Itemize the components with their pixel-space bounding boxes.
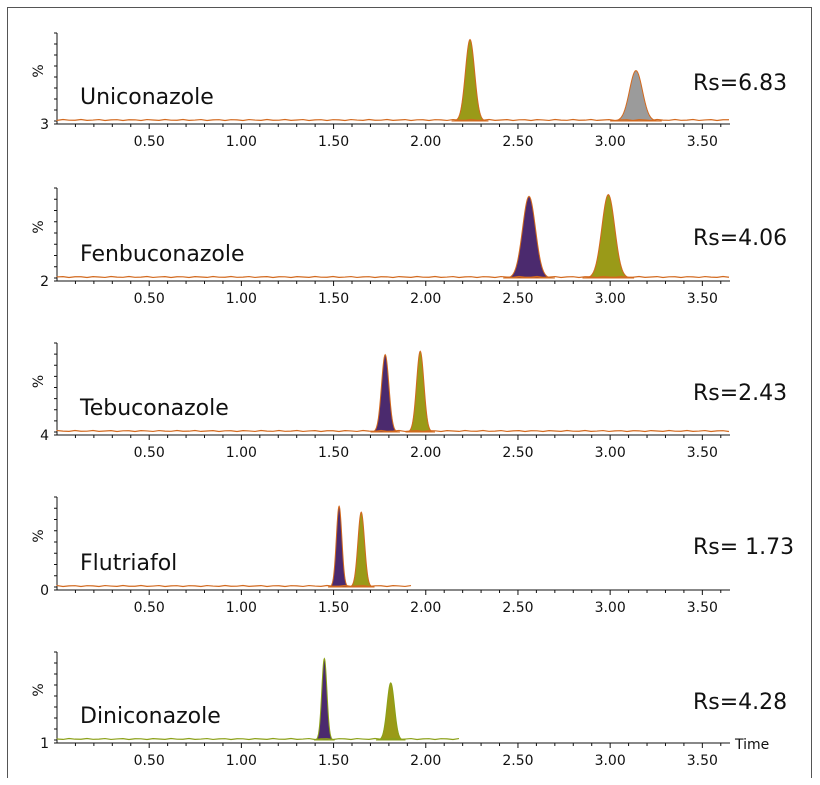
x-tick-label: 3.50	[687, 134, 718, 150]
baseline-trace	[56, 118, 730, 122]
peak-1	[314, 657, 335, 741]
x-tick-label: 2.00	[410, 445, 441, 461]
baseline-trace	[56, 584, 412, 588]
panel-fenbuconazole: 0.50 1.00 1.50 2.00 2.50 3.00 3.50 2% Fenbuconaz…	[31, 187, 787, 307]
x-tick-label: 2.50	[502, 753, 533, 769]
peak-2	[610, 70, 662, 122]
rs-value: Rs=4.06	[693, 226, 787, 251]
x-tick-label: 0.50	[134, 291, 165, 307]
x-tick-label: 3.50	[687, 291, 718, 307]
x-tick-label: 3.00	[595, 600, 626, 616]
x-tick-label: 0.50	[134, 445, 165, 461]
x-tick-label: 0.50	[134, 753, 165, 769]
peak-2	[375, 682, 406, 741]
x-tick-label: 3.00	[595, 753, 626, 769]
x-tick-label: 3.00	[595, 291, 626, 307]
rs-value: Rs=6.83	[693, 71, 787, 96]
y-axis-label: %	[31, 64, 47, 77]
baseline-trace	[56, 737, 460, 741]
baseline-trace	[56, 275, 730, 279]
x-tick-label: 1.50	[318, 600, 349, 616]
y-bottom-label: 4	[40, 428, 49, 444]
y-axis-label: %	[31, 529, 47, 542]
peak-1	[370, 353, 400, 433]
x-tick-label: 1.00	[226, 445, 257, 461]
x-tick-label: 3.50	[687, 600, 718, 616]
x-axis-unit-label: Time	[734, 737, 769, 753]
x-tick-label: 1.50	[318, 445, 349, 461]
x-tick-label: 3.00	[595, 445, 626, 461]
x-tick-label: 1.00	[226, 753, 257, 769]
x-tick-label: 0.50	[134, 134, 165, 150]
compound-name: Tebuconazole	[79, 396, 229, 421]
x-tick-label: 2.50	[502, 445, 533, 461]
rs-value: Rs= 1.73	[693, 535, 794, 560]
x-tick-label: 1.50	[318, 291, 349, 307]
peak-1	[503, 195, 555, 279]
x-tick-label: 3.50	[687, 445, 718, 461]
x-tick-label: 1.00	[226, 600, 257, 616]
peak-1	[451, 38, 489, 122]
x-tick-label: 1.50	[318, 753, 349, 769]
chart-frame	[7, 7, 812, 778]
peak-2	[405, 350, 436, 433]
x-tick-label: 2.50	[502, 134, 533, 150]
x-tick-label: 1.50	[318, 134, 349, 150]
y-bottom-label: 3	[40, 117, 49, 133]
compound-name: Uniconazole	[80, 85, 214, 110]
x-tick-label: 2.00	[410, 753, 441, 769]
x-tick-label: 2.50	[502, 291, 533, 307]
compound-name: Diniconazole	[80, 704, 221, 729]
peak-2	[347, 511, 375, 588]
y-axis-label: %	[31, 220, 47, 233]
rs-value: Rs=4.28	[693, 690, 787, 715]
x-tick-label: 1.00	[226, 134, 257, 150]
x-tick-label: 1.00	[226, 291, 257, 307]
y-axis-label: %	[31, 375, 47, 388]
x-tick-label: 2.50	[502, 600, 533, 616]
y-bottom-label: 0	[40, 583, 49, 599]
baseline-trace	[56, 429, 730, 433]
panel-tebuconazole: 0.50 1.00 1.50 2.00 2.50 3.00 3.50 4% Tebuconazo…	[31, 342, 787, 461]
x-tick-label: 3.50	[687, 753, 718, 769]
panel-flutriafol: 0.50 1.00 1.50 2.00 2.50 3.00 3.50 0% Flutriafol…	[31, 496, 794, 616]
x-tick-label: 2.00	[410, 291, 441, 307]
panel-uniconazole: 0.50 1.00 1.50 2.00 2.50 3.00 3.50 3% Uniconazol…	[31, 32, 787, 150]
rs-value: Rs=2.43	[693, 381, 787, 406]
x-tick-label: 0.50	[134, 600, 165, 616]
panel-diniconazole: 0.50 1.00 1.50 2.00 2.50 3.00 3.50 1% Diniconazo…	[31, 651, 787, 769]
peak-1	[328, 505, 351, 588]
x-tick-label: 2.00	[410, 600, 441, 616]
y-axis-label: %	[31, 683, 47, 696]
compound-name: Fenbuconazole	[80, 242, 244, 267]
peak-2	[582, 193, 635, 279]
y-bottom-label: 1	[40, 736, 49, 752]
y-bottom-label: 2	[40, 274, 49, 290]
x-tick-label: 3.00	[595, 134, 626, 150]
compound-name: Flutriafol	[80, 551, 177, 576]
x-tick-label: 2.00	[410, 134, 441, 150]
